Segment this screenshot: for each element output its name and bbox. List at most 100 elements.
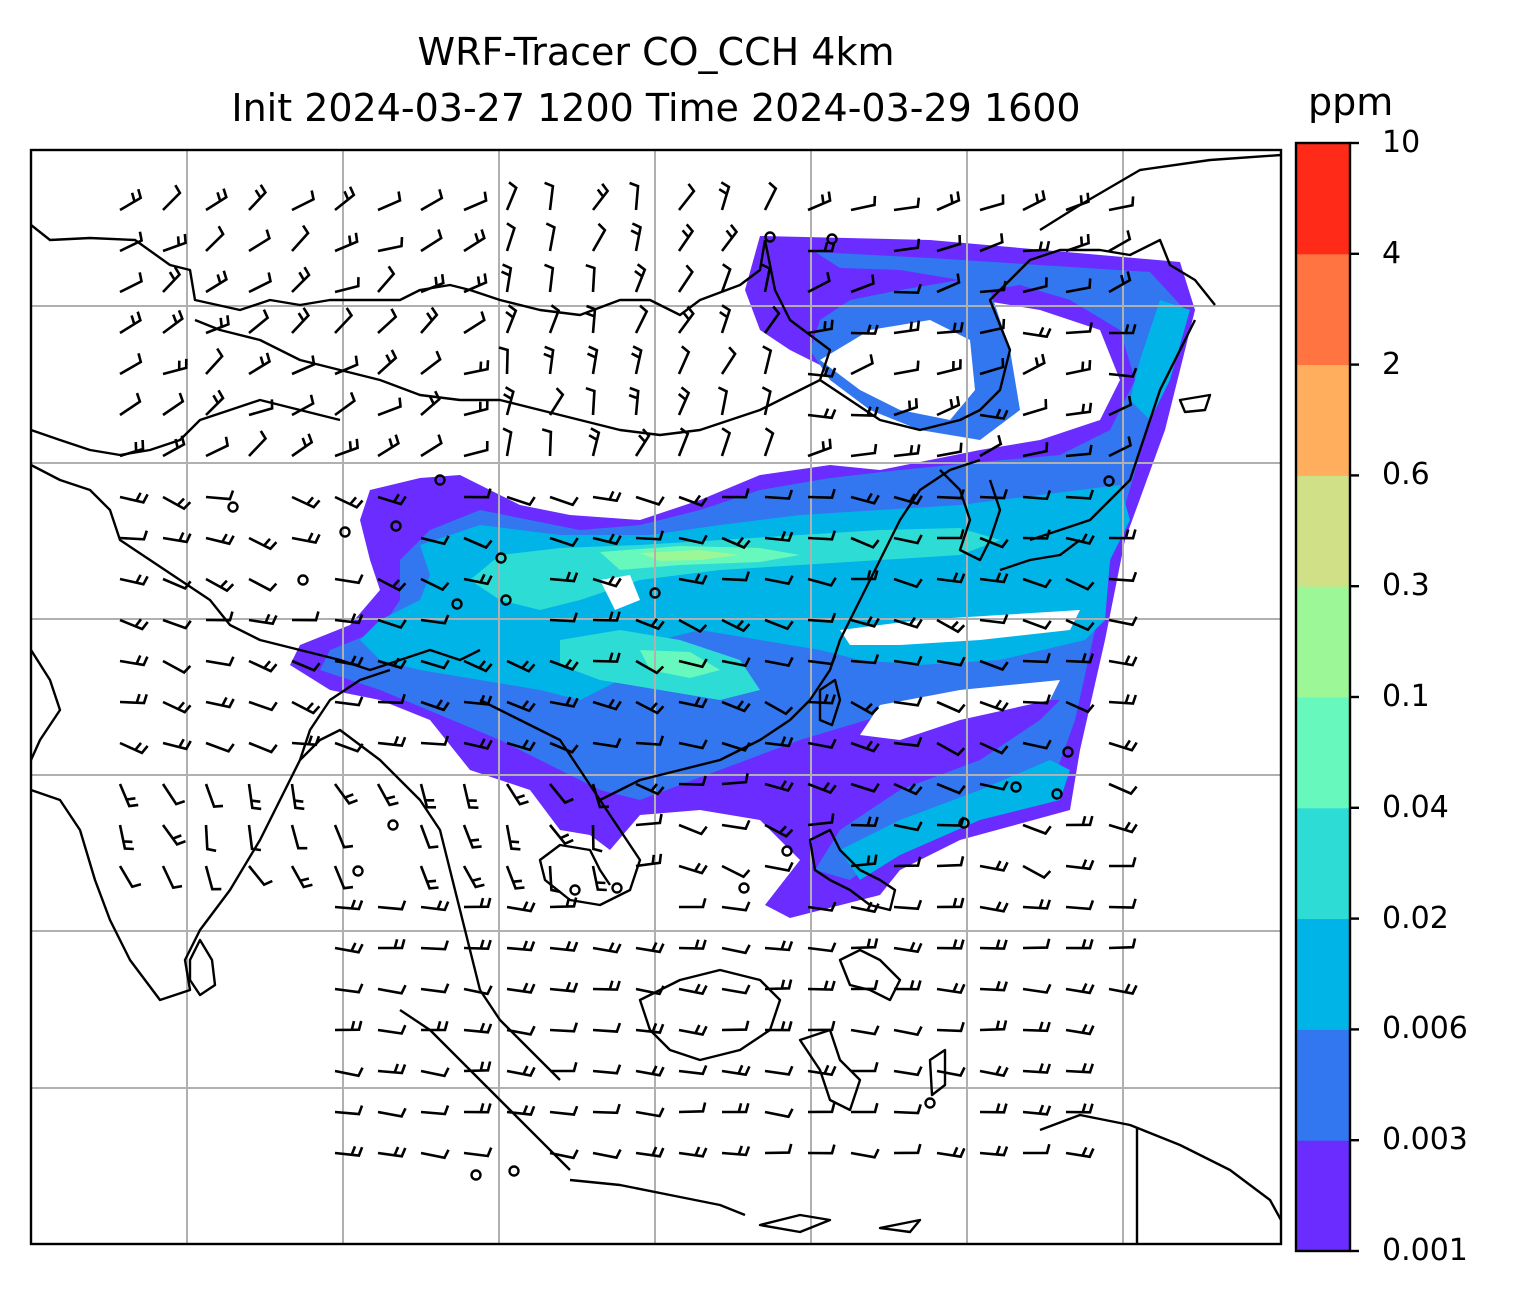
wind-barb <box>463 536 493 550</box>
wind-barb <box>420 390 441 416</box>
wind-barb <box>506 1025 536 1036</box>
wind-barb <box>1108 196 1135 212</box>
wind-barb <box>764 940 794 952</box>
wind-barb <box>721 741 751 752</box>
colorbar-tick-label: 0.02 <box>1382 900 1449 936</box>
wind-barb <box>678 573 708 585</box>
wind-barb <box>549 1149 579 1160</box>
wind-barb <box>549 1022 579 1033</box>
wind-barb <box>1022 353 1046 376</box>
wind-barb <box>377 1024 407 1035</box>
wind-barb <box>205 577 235 593</box>
wind-barb <box>850 195 877 212</box>
wind-barb <box>979 1103 1008 1114</box>
wind-barb <box>979 699 1009 712</box>
wind-barb <box>807 980 836 991</box>
wind-barb <box>635 813 663 827</box>
colorbar-segment <box>1296 697 1350 809</box>
wind-barb <box>248 536 278 551</box>
wind-barb <box>936 939 965 950</box>
wind-barb <box>377 984 407 995</box>
wind-barb <box>592 611 621 622</box>
wind-barb <box>850 1102 879 1114</box>
wind-barb <box>631 345 643 375</box>
wind-barb <box>893 320 921 335</box>
wind-barb <box>1065 444 1093 458</box>
wind-barb <box>592 1022 622 1033</box>
wind-barb <box>807 813 835 827</box>
wind-barb <box>205 436 230 458</box>
wind-barb <box>549 696 579 708</box>
wind-barb <box>678 1065 708 1076</box>
wind-barb <box>850 901 880 914</box>
wind-barb <box>420 614 450 625</box>
wind-barb <box>979 318 1006 335</box>
wind-barb <box>463 229 486 253</box>
wind-barb <box>463 939 492 951</box>
wind-barb <box>506 659 536 673</box>
wind-barb <box>1108 938 1137 950</box>
wind-barb <box>936 191 961 212</box>
wind-barb <box>205 315 230 335</box>
wind-barb <box>1108 529 1137 540</box>
wind-barb <box>678 1102 707 1114</box>
wind-barb <box>205 656 235 667</box>
wind-barb <box>807 693 836 705</box>
tracer-plume-layer <box>290 236 1195 918</box>
wind-barb <box>549 1105 579 1117</box>
wind-barb <box>1108 436 1132 458</box>
wind-barb <box>119 188 143 212</box>
wind-barb <box>291 224 310 252</box>
colorbar-segment <box>1296 364 1350 476</box>
wind-barb <box>721 536 751 550</box>
wind-barb <box>718 181 731 211</box>
wind-barb <box>635 1146 665 1158</box>
wind-barb <box>205 741 235 753</box>
wind-barb <box>764 861 794 872</box>
map-frame <box>29 148 1283 1246</box>
wind-barb <box>1022 399 1048 417</box>
wind-barb <box>291 307 311 334</box>
wind-barb <box>850 938 879 950</box>
wind-barb <box>979 536 1009 549</box>
wind-barb <box>1022 652 1051 664</box>
wind-barb <box>1022 1104 1052 1116</box>
wind-barb <box>764 575 794 586</box>
calm-marker <box>649 587 661 599</box>
wind-barb <box>1022 864 1052 880</box>
colorbar-tick-label: 0.04 <box>1382 789 1449 825</box>
wind-barb <box>1108 782 1138 796</box>
wind-barb <box>764 656 794 667</box>
wind-barb <box>205 225 225 252</box>
wind-barb <box>893 821 923 832</box>
wind-barb <box>936 982 966 995</box>
wind-barb <box>377 397 402 417</box>
wind-barb <box>850 443 878 458</box>
wind-barb <box>678 823 708 836</box>
wind-barb <box>764 1065 794 1076</box>
wind-barb <box>764 780 794 793</box>
wind-barb <box>463 1022 493 1034</box>
wind-barb <box>678 534 708 545</box>
wind-barb <box>463 191 488 212</box>
wind-barb <box>1108 395 1133 417</box>
wind-barb <box>979 1065 1009 1078</box>
wind-barb <box>463 1061 492 1073</box>
wind-barb <box>764 700 794 716</box>
wind-barb <box>248 229 271 253</box>
wind-barb <box>463 659 493 673</box>
wind-barb <box>807 319 834 335</box>
wind-barb <box>548 865 561 894</box>
wind-barb <box>334 983 364 994</box>
wind-barb <box>505 222 516 252</box>
wind-barb <box>1108 739 1138 752</box>
wind-barb <box>248 309 270 335</box>
wind-barb <box>1022 577 1052 589</box>
wind-barb <box>764 618 794 631</box>
wind-barb <box>420 659 450 670</box>
wind-barb <box>591 824 603 853</box>
wind-barb <box>807 942 837 953</box>
wind-barb <box>1108 271 1132 294</box>
colorbar-tick-label: 0.006 <box>1382 1011 1468 1047</box>
